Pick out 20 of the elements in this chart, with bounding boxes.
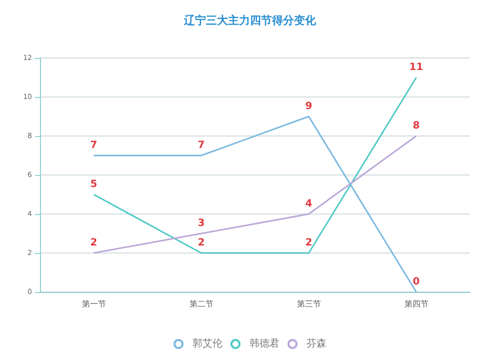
x-tick-label: 第三节 bbox=[296, 300, 321, 308]
legend-label: 芬森 bbox=[306, 338, 326, 350]
data-label: 3 bbox=[198, 218, 205, 229]
x-tick-label: 第四节 bbox=[404, 300, 428, 308]
legend-label: 郭艾伦 bbox=[192, 338, 222, 350]
data-label: 4 bbox=[305, 198, 312, 210]
data-label: 8 bbox=[412, 120, 420, 132]
x-tick-label: 第二节 bbox=[189, 300, 214, 308]
data-label: 2 bbox=[90, 238, 98, 248]
data-label: 5 bbox=[90, 179, 98, 190]
data-label: 2 bbox=[305, 238, 312, 248]
data-label: 0 bbox=[412, 276, 420, 288]
data-label: 11 bbox=[409, 62, 424, 73]
chart-title: 辽宁三大主力四节得分变化 bbox=[183, 14, 317, 27]
data-label: 2 bbox=[198, 238, 205, 248]
data-label: 7 bbox=[198, 140, 205, 151]
data-label: 7 bbox=[90, 140, 98, 151]
data-label: 9 bbox=[305, 101, 312, 112]
x-tick-label: 第一节 bbox=[82, 300, 106, 308]
legend-label: 韩德君 bbox=[250, 338, 280, 350]
